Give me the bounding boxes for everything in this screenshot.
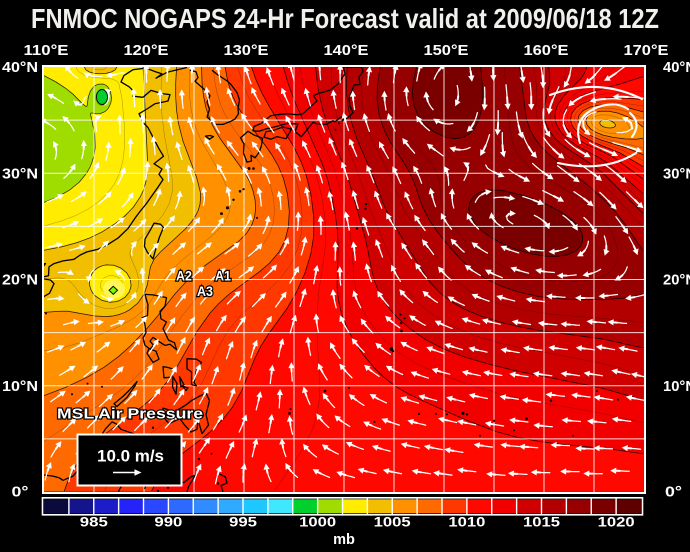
svg-text:110°E: 110°E bbox=[24, 43, 69, 59]
svg-text:160°E: 160°E bbox=[524, 43, 569, 59]
svg-text:A3: A3 bbox=[197, 283, 213, 299]
svg-text:30°N: 30°N bbox=[2, 166, 38, 182]
svg-text:1000: 1000 bbox=[299, 515, 336, 531]
svg-text:170°E: 170°E bbox=[624, 43, 669, 59]
svg-text:150°E: 150°E bbox=[424, 43, 469, 59]
svg-text:0°: 0° bbox=[12, 485, 29, 501]
svg-text:1020: 1020 bbox=[598, 515, 635, 531]
svg-text:FNMOC NOGAPS 24-Hr Forecast va: FNMOC NOGAPS 24-Hr Forecast valid at 200… bbox=[31, 3, 659, 34]
svg-text:985: 985 bbox=[80, 515, 108, 531]
svg-text:10°N: 10°N bbox=[2, 379, 38, 395]
svg-text:995: 995 bbox=[229, 515, 257, 531]
svg-text:1015: 1015 bbox=[523, 515, 560, 531]
svg-text:20°N: 20°N bbox=[663, 273, 690, 289]
svg-text:10.0 m/s: 10.0 m/s bbox=[97, 447, 164, 466]
svg-text:130°E: 130°E bbox=[224, 43, 269, 59]
svg-text:1005: 1005 bbox=[374, 515, 411, 531]
svg-text:20°N: 20°N bbox=[2, 273, 38, 289]
svg-text:30°N: 30°N bbox=[663, 166, 690, 182]
svg-text:40°N: 40°N bbox=[2, 60, 38, 76]
svg-text:140°E: 140°E bbox=[324, 43, 369, 59]
svg-text:990: 990 bbox=[154, 515, 182, 531]
svg-text:A2: A2 bbox=[176, 268, 192, 284]
svg-text:10°N: 10°N bbox=[663, 379, 690, 395]
svg-text:MSL Air Pressure: MSL Air Pressure bbox=[57, 406, 203, 423]
svg-text:1010: 1010 bbox=[448, 515, 485, 531]
svg-text:A1: A1 bbox=[215, 268, 231, 284]
svg-text:40°N: 40°N bbox=[663, 60, 690, 76]
svg-text:120°E: 120°E bbox=[124, 43, 169, 59]
svg-text:0°: 0° bbox=[665, 485, 682, 501]
svg-text:mb: mb bbox=[333, 532, 355, 548]
